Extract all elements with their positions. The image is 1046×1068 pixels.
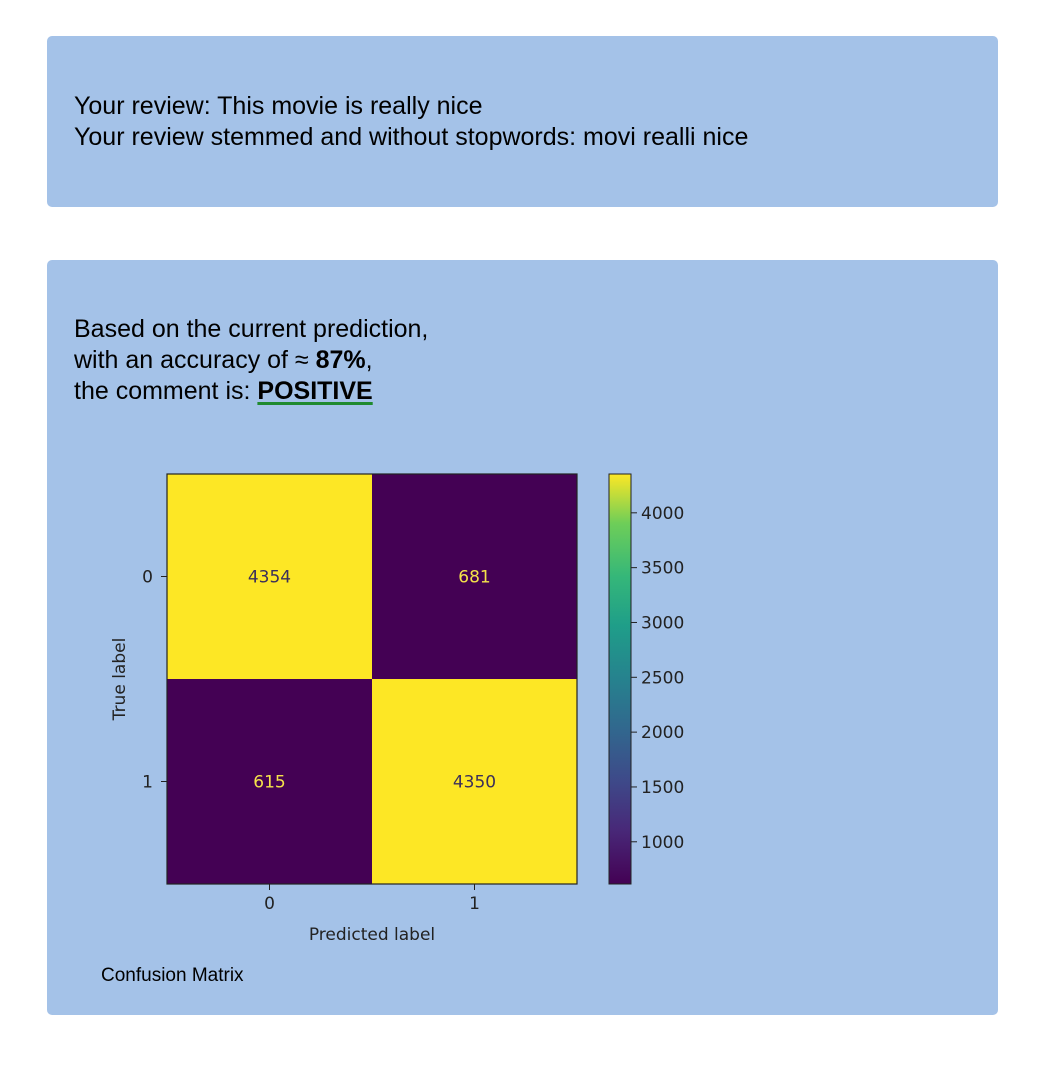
confusion-matrix-svg: 4354 681 615 4350 0 1 0 1 Predicted label True la… <box>110 473 684 945</box>
matrix-value-1-1: 4350 <box>453 773 496 793</box>
matrix-cell-1-1 <box>372 679 577 884</box>
prediction-text: Based on the current prediction, with an… <box>74 314 428 407</box>
colorbar-tick-label-6: 4000 <box>641 504 684 524</box>
matrix-cell-1-0 <box>167 679 372 884</box>
y-tick-label-1: 1 <box>142 773 153 793</box>
confusion-matrix-chart: 4354 681 615 4350 0 1 0 1 Predicted label True la… <box>95 460 715 960</box>
y-axis-label: True label <box>110 638 130 722</box>
sentiment-line: the comment is: POSITIVE <box>74 376 428 407</box>
prediction-line: Based on the current prediction, <box>74 315 429 343</box>
review-text: Your review: This movie is really nice Y… <box>74 91 748 153</box>
colorbar <box>608 473 632 885</box>
colorbar-tick-label-4: 3000 <box>641 613 684 633</box>
colorbar-tick-label-3: 2500 <box>641 668 684 688</box>
matrix-frame <box>166 473 578 885</box>
matrix-value-0-0: 4354 <box>248 568 291 588</box>
y-tick-label-0: 0 <box>142 568 153 588</box>
x-axis-label: Predicted label <box>309 925 435 945</box>
matrix-value-0-1: 681 <box>458 568 490 588</box>
colorbar-tick-label-5: 3500 <box>641 559 684 579</box>
sentiment-value: POSITIVE <box>257 377 373 405</box>
sentiment-prefix: the comment is: <box>74 377 258 405</box>
accuracy-suffix: , <box>365 346 373 374</box>
x-tick-label-1: 1 <box>469 894 480 914</box>
colorbar-tick-label-2: 2000 <box>641 723 684 743</box>
stemmed-review-line: Your review stemmed and without stopword… <box>74 123 749 151</box>
review-panel: Your review: This movie is really nice Y… <box>47 36 998 207</box>
accuracy-prefix: with an accuracy of ≈ <box>74 346 316 374</box>
colorbar-tick-label-0: 1000 <box>641 833 684 853</box>
x-tick-label-0: 0 <box>264 894 275 914</box>
accuracy-value: 87% <box>315 346 366 374</box>
accuracy-line: with an accuracy of ≈ 87%, <box>74 345 428 376</box>
matrix-cell-0-1 <box>372 474 577 679</box>
matrix-value-1-0: 615 <box>253 773 285 793</box>
review-line: Your review: This movie is really nice <box>74 92 483 120</box>
colorbar-tick-label-1: 1500 <box>641 778 684 798</box>
matrix-cell-0-0 <box>167 474 372 679</box>
chart-caption: Confusion Matrix <box>101 965 244 986</box>
